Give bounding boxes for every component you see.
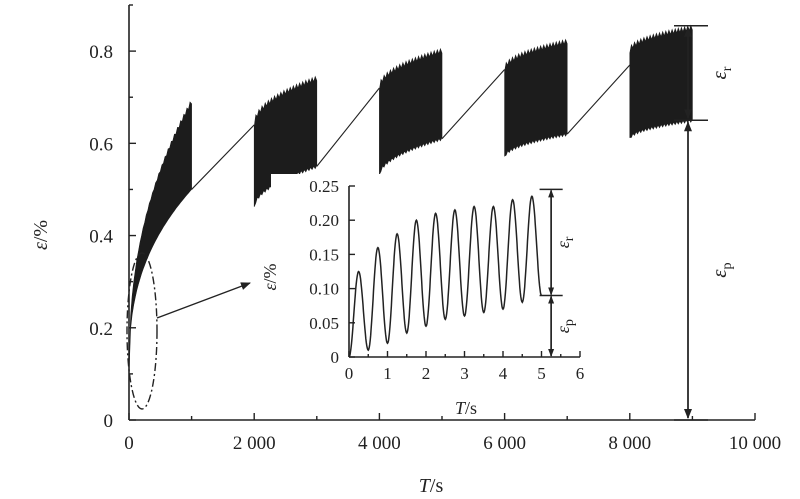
main-axes: 0 2 000 4 000 6 000 8 000 10 000 0 0.2 0.4 0.6 0.8 xyxy=(89,4,781,454)
main-annotations: εr εp xyxy=(674,25,735,421)
main-x-axis-title: T/s xyxy=(419,475,444,497)
rest-line-2 xyxy=(316,87,380,167)
epsilon-p-label: εp xyxy=(707,262,735,277)
main-bands xyxy=(128,24,693,374)
rest-line-1 xyxy=(191,124,255,190)
main-y-axis-title: ε/% xyxy=(30,220,52,250)
loading-block-3 xyxy=(379,47,443,175)
main-y-tick-label: 0.6 xyxy=(89,134,113,155)
inset-y-tick-label: 0.20 xyxy=(309,211,339,230)
main-y-tick-label: 0.4 xyxy=(89,227,113,248)
inset-y-tick-label: 0.15 xyxy=(309,245,339,264)
inset-background xyxy=(271,174,590,411)
inset-strain-curve xyxy=(348,195,543,358)
main-rest-lines xyxy=(191,64,631,190)
main-y-tick-label: 0.8 xyxy=(89,42,113,63)
zoom-arrow xyxy=(156,282,251,319)
inset-plot: 0 1 2 3 4 5 6 0 0.05 0.10 0.15 0.20 0.25 εr εp xyxy=(271,174,590,411)
main-x-tick-label: 4 000 xyxy=(358,433,401,454)
zoom-callout xyxy=(126,252,251,410)
inset-x-tick-label: 3 xyxy=(460,364,469,383)
inset-curve xyxy=(348,195,543,358)
loading-block-5 xyxy=(629,24,693,138)
inset-annotations: εr εp xyxy=(539,188,577,357)
main-x-tick-label: 10 000 xyxy=(729,433,781,454)
inset-epsilon-p-label: εp xyxy=(553,319,577,333)
inset-axes: 0 1 2 3 4 5 6 0 0.05 0.10 0.15 0.20 0.25 xyxy=(271,174,590,411)
main-x-tick-label: 8 000 xyxy=(608,433,651,454)
main-plot: 0 2 000 4 000 6 000 8 000 10 000 0 0.2 0.4 0.6 0.8… xyxy=(89,4,781,454)
inset-y-tick-label: 0.25 xyxy=(309,177,339,196)
main-x-tick-label: 2 000 xyxy=(233,433,276,454)
main-y-tick-label: 0 xyxy=(104,411,114,432)
inset-y-tick-label: 0.10 xyxy=(309,280,339,299)
main-x-tick-label: 0 xyxy=(124,433,134,454)
loading-block-4 xyxy=(504,38,568,157)
inset-x-tick-label: 5 xyxy=(537,364,546,383)
epsilon-r-label: εr xyxy=(707,66,735,79)
inset-x-tick-label: 6 xyxy=(576,364,585,383)
rest-line-3 xyxy=(441,69,506,140)
inset-y-tick-label: 0 xyxy=(331,348,340,367)
inset-y-axis-title: ε/% xyxy=(260,263,280,290)
inset-epsilon-r-label: εr xyxy=(553,236,577,248)
inset-x-tick-label: 4 xyxy=(499,364,508,383)
inset-x-tick-label: 0 xyxy=(345,364,354,383)
rest-line-4 xyxy=(566,64,631,135)
inset-x-tick-label: 2 xyxy=(422,364,431,383)
loading-block-1 xyxy=(128,101,192,374)
inset-y-tick-label: 0.05 xyxy=(309,314,339,333)
main-y-tick-label: 0.2 xyxy=(89,319,113,340)
main-x-tick-label: 6 000 xyxy=(483,433,526,454)
inset-x-axis-title: T/s xyxy=(455,398,477,418)
zoom-ellipse xyxy=(126,252,158,410)
inset-x-tick-label: 1 xyxy=(383,364,392,383)
